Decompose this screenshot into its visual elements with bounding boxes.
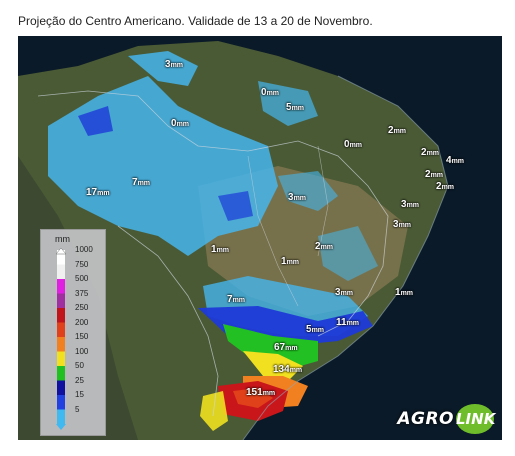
rain-label: 7mm [132,177,151,188]
map-background [18,36,502,440]
legend-level-label: 375 [75,288,89,298]
rain-label: 2mm [425,169,444,180]
legend-swatch [57,264,65,279]
rain-label: 2mm [421,147,440,158]
rain-label: 7mm [227,294,246,305]
legend-swatch [57,409,65,424]
page-title: Projeção do Centro Americano. Validade d… [18,14,373,28]
legend-colorbar [55,247,67,430]
rain-label: 3mm [393,219,412,230]
rain-label: 5mm [286,102,305,113]
legend-level-label: 50 [75,361,84,370]
legend-level-label: 5 [75,404,80,414]
rain-label: 67mm [274,342,298,353]
logo-agro-text: AGRO [397,409,454,429]
legend-swatch [57,322,65,337]
precipitation-map: 3mm 0mm 5mm 0mm 2mm 0mm 2mm 4mm 2mm 2mm … [18,36,502,440]
legend-level-label: 250 [75,303,89,312]
rain-label: 151mm [246,387,276,398]
rain-label: 0mm [344,139,363,150]
logo-link-badge: LINK [456,404,495,434]
rain-label: 134mm [273,364,303,375]
rain-label: 1mm [211,244,230,255]
rain-label: 3mm [288,192,307,203]
legend-swatch [57,351,65,366]
rain-label: 2mm [436,181,455,192]
agrolink-logo: AGRO LINK [397,404,495,434]
legend-swatch [57,380,65,395]
legend-swatch [57,366,65,381]
rain-label: 2mm [388,125,407,136]
legend-level-label: 500 [75,274,89,283]
legend-level-label: 750 [75,259,89,269]
rain-label: 3mm [401,199,420,210]
rain-label: 2mm [315,241,334,252]
precipitation-legend: mm 1000 750 500 375 250 200 150 100 50 25 15 5 [40,229,106,436]
legend-swatch [57,279,65,294]
legend-level-label: 15 [75,390,84,399]
legend-level-label: 100 [75,346,89,356]
rain-label: 0mm [171,118,190,129]
legend-swatch [57,250,65,265]
rain-label: 0mm [261,87,280,98]
legend-level-label: 150 [75,332,89,341]
rain-label: 11mm [336,317,360,328]
legend-level-label: 1000 [75,245,93,254]
legend-swatch [57,337,65,352]
legend-swatch [57,293,65,308]
legend-level-label: 200 [75,317,89,327]
rain-label: 17mm [86,187,110,198]
legend-arrow-top [55,247,67,255]
rain-label: 3mm [335,287,354,298]
rain-label: 1mm [395,287,414,298]
legend-unit: mm [55,234,70,244]
rain-label: 5mm [306,324,325,335]
rain-label: 4mm [446,155,465,166]
legend-level-label: 25 [75,375,84,385]
legend-swatch [57,308,65,323]
rain-label: 3mm [165,59,184,70]
rain-label: 1mm [281,256,300,267]
legend-swatch [57,395,65,410]
legend-arrow-bottom [56,424,66,430]
